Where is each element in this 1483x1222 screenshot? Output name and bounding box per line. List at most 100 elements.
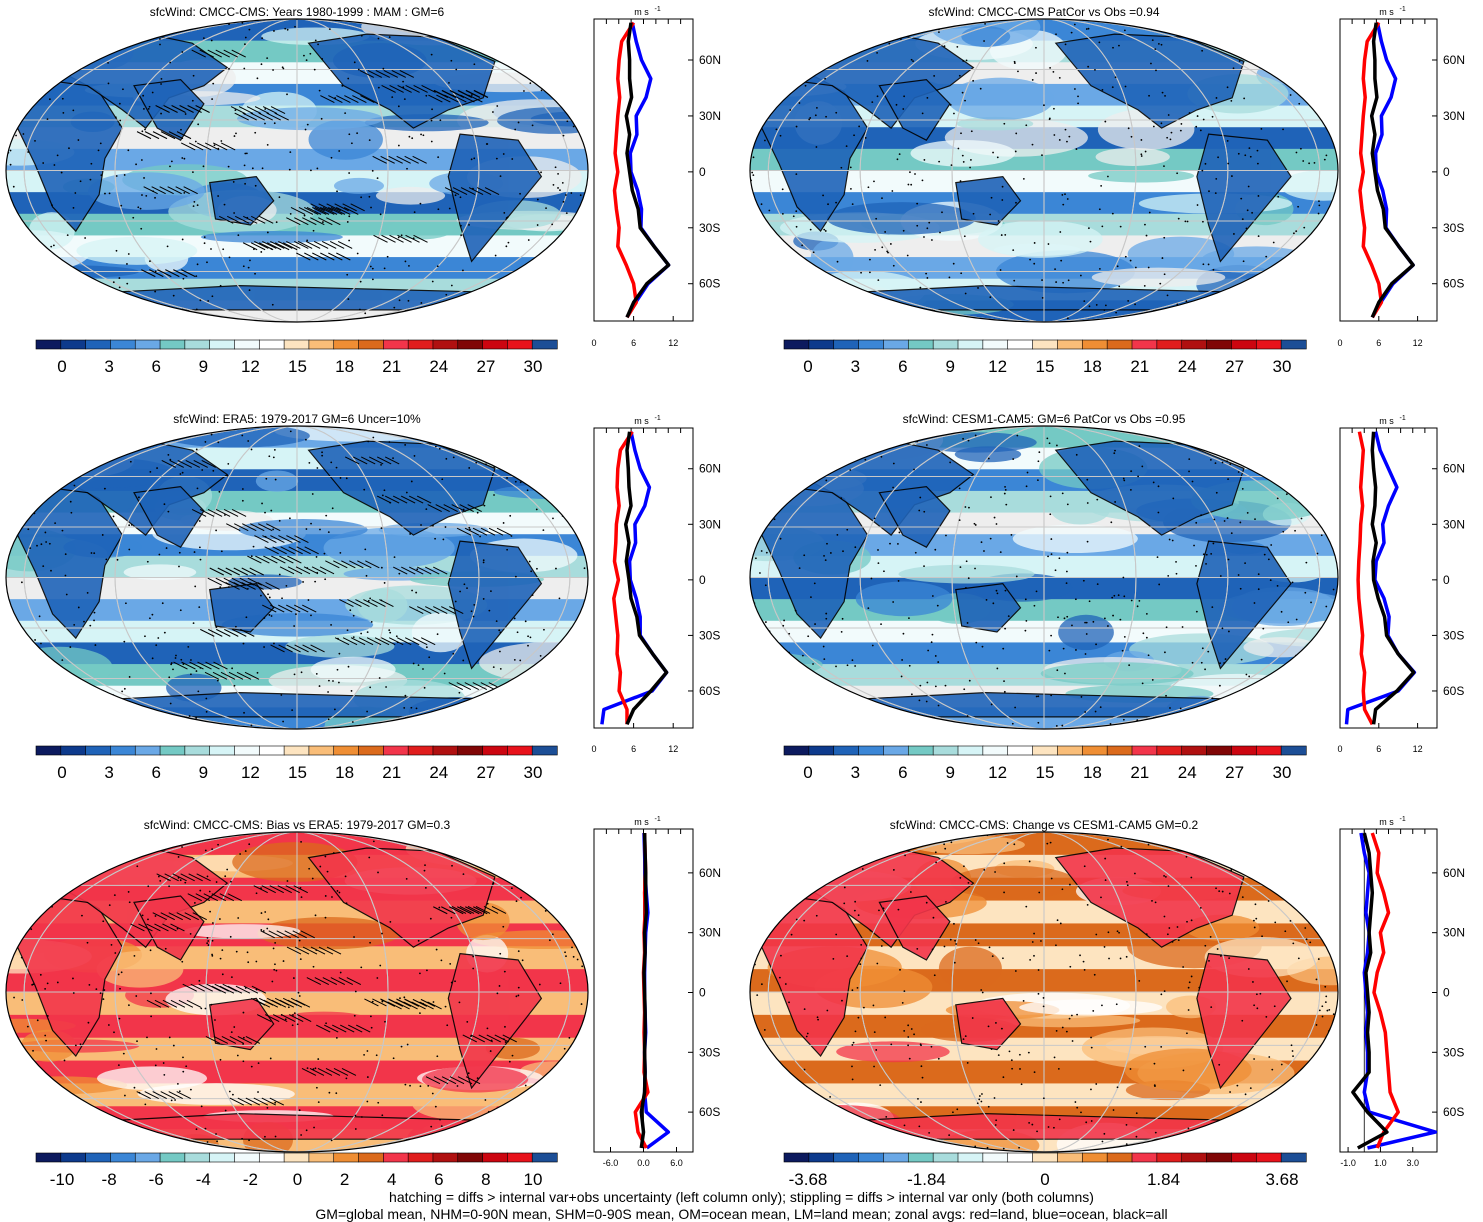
stipple-dot: [1131, 136, 1133, 138]
stipple-dot: [80, 1043, 82, 1045]
stipple-dot: [420, 1085, 422, 1087]
stipple-dot: [1229, 893, 1231, 895]
stipple-dot: [147, 561, 149, 563]
stipple-dot: [463, 583, 465, 585]
stipple-dot: [454, 980, 456, 982]
stipple-dot: [328, 718, 330, 720]
stipple-dot: [414, 211, 416, 213]
stipple-dot: [114, 894, 116, 896]
colorbar-label: 3: [104, 763, 113, 782]
stipple-dot: [486, 143, 488, 145]
stipple-dot: [948, 1134, 950, 1136]
stipple-dot: [1168, 885, 1170, 887]
stipple-dot: [903, 633, 905, 635]
stipple-dot: [47, 1015, 49, 1017]
stipple-dot: [1158, 43, 1160, 45]
stipple-dot: [215, 626, 217, 628]
colorbar-segment: [234, 340, 259, 349]
stipple-dot: [907, 1036, 909, 1038]
stipple-dot: [1231, 175, 1233, 177]
stipple-dot: [472, 968, 474, 970]
stipple-dot: [947, 1149, 949, 1151]
stipple-dot: [348, 215, 350, 217]
stipple-dot: [5, 498, 7, 500]
stipple-dot: [1025, 906, 1027, 908]
stipple-dot: [136, 865, 138, 867]
stipple-dot: [1058, 1068, 1060, 1070]
stipple-dot: [492, 111, 494, 113]
stipple-dot: [1102, 89, 1104, 91]
stipple-dot: [1013, 843, 1015, 845]
stipple-dot: [1258, 588, 1260, 590]
colorbar-label: 30: [1273, 357, 1292, 376]
stipple-dot: [355, 991, 357, 993]
stipple-dot: [198, 606, 200, 608]
stipple-dot: [1032, 144, 1034, 146]
stipple-dot: [473, 157, 475, 159]
stipple-dot: [789, 879, 791, 881]
stipple-dot: [1122, 577, 1124, 579]
stipple-dot: [1166, 137, 1168, 139]
stipple-dot: [1219, 685, 1221, 687]
stipple-dot: [496, 620, 498, 622]
stipple-dot: [963, 161, 965, 163]
colorbar-segment: [1207, 1153, 1232, 1162]
stipple-dot: [1004, 493, 1006, 495]
stipple-dot: [234, 109, 236, 111]
stipple-dot: [182, 1056, 184, 1058]
stipple-dot: [1200, 514, 1202, 516]
stipple-dot: [832, 958, 834, 960]
stipple-dot: [267, 1107, 269, 1109]
stipple-dot: [989, 214, 991, 216]
zonal-unit: m s: [634, 416, 649, 426]
stipple-dot: [1049, 442, 1051, 444]
stipple-dot: [496, 992, 498, 994]
stipple-dot: [308, 868, 310, 870]
stipple-dot: [12, 431, 14, 433]
stipple-dot: [782, 188, 784, 190]
stipple-dot: [406, 168, 408, 170]
stipple-dot: [210, 1004, 212, 1006]
stipple-dot: [843, 432, 845, 434]
stipple-dot: [55, 1095, 57, 1097]
stipple-dot: [754, 60, 756, 62]
zonal-lat-label: 0: [1443, 573, 1450, 587]
stipple-dot: [301, 671, 303, 673]
stipple-dot: [73, 624, 75, 626]
stipple-dot: [183, 158, 185, 160]
stipple-dot: [94, 612, 96, 614]
colorbar-segment: [1231, 1153, 1256, 1162]
stipple-dot: [123, 312, 125, 314]
stipple-dot: [1049, 67, 1051, 69]
colorbar-label: 9: [945, 357, 954, 376]
colorbar-segment: [809, 340, 834, 349]
stipple-dot: [490, 1050, 492, 1052]
colorbar-segment: [809, 1153, 834, 1162]
stipple-dot: [1118, 285, 1120, 287]
stipple-dot: [992, 955, 994, 957]
stipple-dot: [916, 225, 918, 227]
stipple-dot: [312, 878, 314, 880]
stipple-dot: [1163, 875, 1165, 877]
stipple-dot: [819, 1142, 821, 1144]
stipple-dot: [990, 496, 992, 498]
field-patch: [712, 677, 806, 706]
field-patch: [978, 220, 1103, 257]
stipple-dot: [206, 942, 208, 944]
stipple-dot: [1164, 273, 1166, 275]
panel-4: sfcWind: CESM1-CAM5: GM=6 PatCor vs Obs …: [681, 412, 1465, 782]
field-patch: [334, 178, 384, 194]
stipple-dot: [10, 862, 12, 864]
zonal-lat-label: 0: [1443, 985, 1450, 999]
stipple-dot: [815, 281, 817, 283]
stipple-dot: [1126, 1143, 1128, 1145]
stipple-dot: [566, 212, 568, 214]
stipple-dot: [1300, 148, 1302, 150]
stipple-dot: [774, 518, 776, 520]
stipple-dot: [487, 903, 489, 905]
stipple-dot: [860, 958, 862, 960]
stipple-dot: [180, 129, 182, 131]
stipple-dot: [1037, 479, 1039, 481]
stipple-dot: [1178, 939, 1180, 941]
stipple-dot: [1092, 621, 1094, 623]
